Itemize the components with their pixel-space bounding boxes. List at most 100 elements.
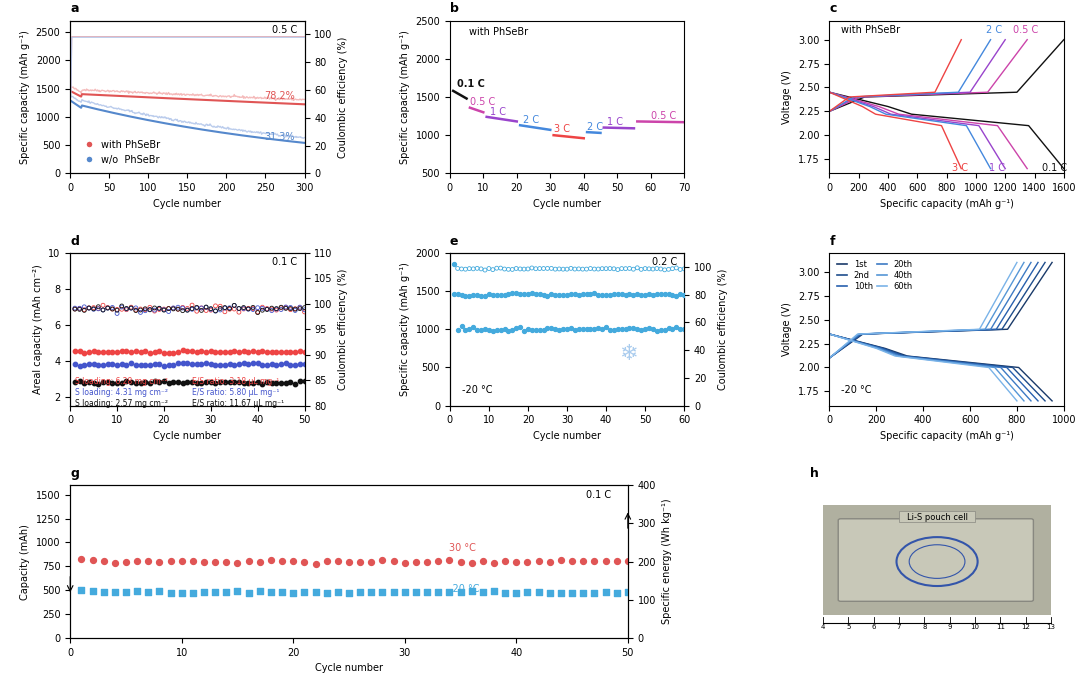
Point [151,103,168,114]
Point [146,305,163,316]
Point [307,587,324,598]
Point [672,323,689,334]
Point [207,305,225,316]
Point [193,303,211,314]
Text: 1 C: 1 C [989,163,1005,173]
Point [672,264,689,275]
Point [624,322,642,333]
Point [530,194,548,205]
Point [340,556,357,567]
Text: g: g [70,467,79,480]
Point [496,263,513,274]
Point [174,302,191,313]
Point [258,377,275,388]
Point [286,304,303,315]
Point [273,555,291,566]
Text: 10: 10 [971,624,980,630]
Point [578,324,595,335]
Point [469,263,486,274]
Point [160,303,177,314]
Point [675,324,692,335]
X-axis label: Specific capacity (mAh g⁻¹): Specific capacity (mAh g⁻¹) [880,199,1013,209]
Point [230,377,247,388]
Point [512,263,529,274]
Point [264,303,281,314]
Point [590,322,607,333]
Point [108,359,125,370]
Point [132,377,149,388]
Point [226,303,243,314]
Point [463,586,481,597]
Text: 0.5 C: 0.5 C [1013,25,1038,35]
Point [118,376,135,387]
Point [202,358,219,369]
Point [396,587,414,598]
Point [566,263,583,274]
Point [351,587,368,598]
Point [296,104,313,115]
Point [226,377,243,388]
Point [71,376,89,387]
Point [640,289,658,300]
Point [104,358,121,369]
Point [608,587,625,598]
Point [195,102,213,113]
Point [508,588,525,599]
Point [597,587,615,598]
Point [449,263,467,274]
Point [173,587,190,598]
Point [648,263,665,274]
Point [621,322,638,333]
Point [575,588,592,599]
Point [575,104,592,115]
Point [500,326,517,337]
Point [216,377,233,388]
Point [430,110,447,121]
Point [118,106,135,117]
Point [156,304,173,315]
Point [202,304,219,315]
Y-axis label: Voltage (V): Voltage (V) [782,303,793,356]
Point [396,99,414,110]
Point [132,305,149,316]
Text: 7: 7 [896,624,902,630]
Point [170,346,187,357]
Point [629,262,646,273]
Point [212,305,229,316]
Point [552,587,569,598]
Point [633,324,650,335]
Point [613,289,631,300]
Point [221,359,239,370]
Point [264,359,281,370]
Text: 5: 5 [846,624,851,630]
Point [602,263,619,274]
Point [418,192,435,203]
Point [230,346,247,357]
Point [178,305,195,316]
Point [202,346,219,357]
Point [185,102,202,113]
Point [497,556,514,567]
Point [240,303,257,314]
Point [573,324,591,335]
Point [476,290,494,301]
Text: 0.5 C: 0.5 C [272,25,297,35]
Point [292,359,309,370]
Point [160,377,177,388]
Point [90,359,107,370]
Point [230,359,247,370]
Point [445,288,462,299]
Point [139,192,157,203]
Text: 3 C: 3 C [953,163,969,173]
Point [278,303,295,314]
Point [500,288,517,299]
Point [150,359,167,370]
Point [249,307,267,318]
Text: 0.5 C: 0.5 C [650,111,676,121]
Point [508,322,525,333]
Point [129,194,146,205]
Point [652,324,670,335]
Text: 3 C: 3 C [554,124,569,134]
Point [150,303,167,314]
Point [244,303,261,314]
